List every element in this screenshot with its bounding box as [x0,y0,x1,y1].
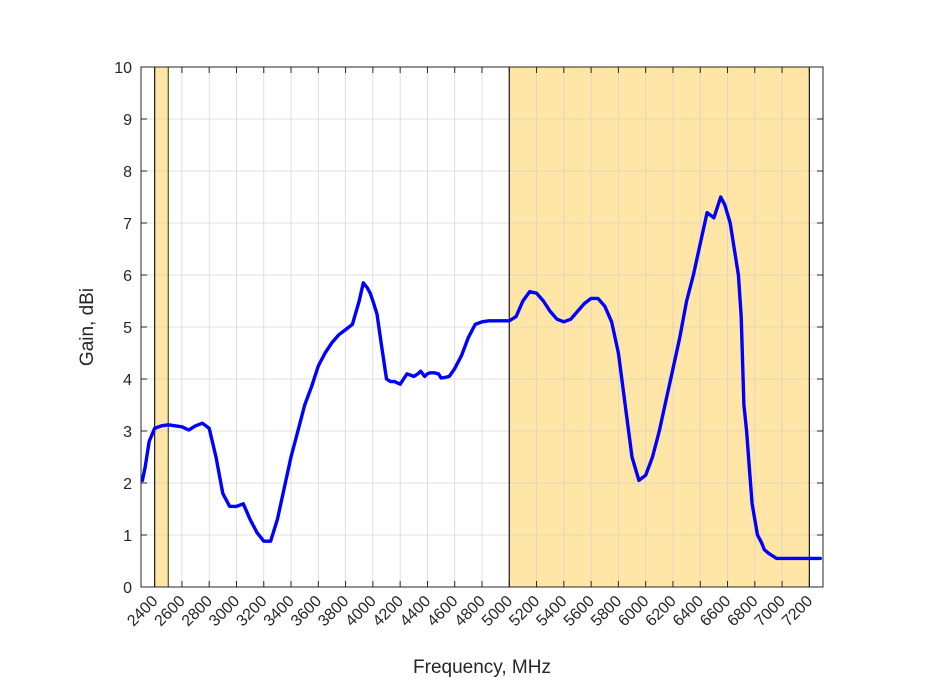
x-tick-label: 3800 [315,593,352,630]
x-tick-label: 6800 [724,593,761,630]
y-axis-label: Gain, dBi [77,288,98,366]
x-tick-label: 4600 [424,593,461,630]
x-tick-label: 4000 [343,593,380,630]
y-axis-ticks: 0 1 2 3 4 5 6 7 8 9 10 [114,60,823,597]
x-tick-label: 6600 [697,593,734,630]
x-tick-label: 3000 [206,593,243,630]
y-tick-label: 5 [123,320,132,337]
x-tick-label: 2800 [179,593,216,630]
x-tick-label: 6200 [643,593,680,630]
x-tick-label: 5800 [588,593,625,630]
x-tick-label: 4400 [397,593,434,630]
y-tick-label: 8 [123,164,132,181]
x-tick-label: 7200 [779,593,816,630]
x-tick-label: 5400 [533,593,570,630]
x-axis-label: Frequency, MHz [413,657,551,678]
y-tick-label: 7 [123,216,132,233]
x-tick-label: 6400 [670,593,707,630]
series-line-0 [140,195,822,561]
series-group [140,195,822,561]
y-tick-label: 2 [123,476,132,493]
x-tick-label: 3200 [233,593,270,630]
x-tick-label: 4800 [452,593,489,630]
y-tick-label: 0 [123,580,132,597]
y-tick-label: 10 [114,60,132,77]
x-tick-label: 7000 [752,593,789,630]
x-tick-label: 2600 [152,593,189,630]
x-tick-label: 3600 [288,593,325,630]
y-tick-label: 6 [123,268,132,285]
grid-lines [141,66,823,588]
y-tick-label: 4 [123,372,132,389]
x-tick-label: 5200 [506,593,543,630]
y-tick-label: 3 [123,424,132,441]
x-tick-label: 6000 [615,593,652,630]
y-tick-label: 1 [123,528,132,545]
x-tick-label: 2400 [124,593,161,630]
x-tick-label: 5600 [561,593,598,630]
x-tick-label: 5000 [479,593,516,630]
x-tick-label: 3400 [261,593,298,630]
y-tick-label: 9 [123,112,132,129]
x-tick-label: 4200 [370,593,407,630]
band-edge-lines [154,67,810,587]
